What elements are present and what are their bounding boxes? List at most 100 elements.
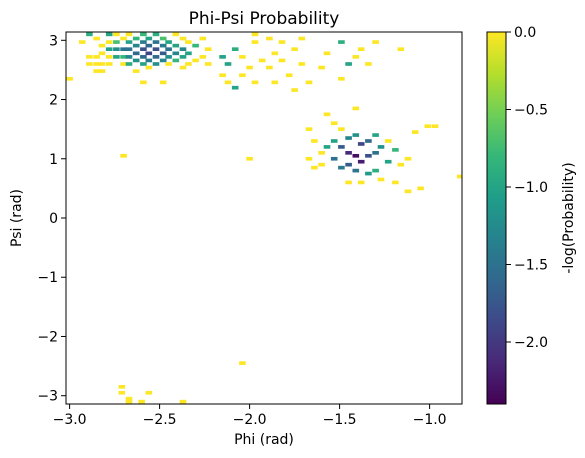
heatmap-cell [231, 85, 239, 90]
colorbar-tick-label: 0.0 [514, 25, 536, 41]
heatmap-cell [192, 58, 199, 63]
y-axis: −3 −2 −1 0 1 2 3 [37, 33, 66, 405]
x-tick-label: −2.0 [233, 412, 267, 428]
heatmap-cell [392, 148, 399, 152]
heatmap-cell [278, 40, 286, 44]
heatmap-cell [323, 112, 331, 117]
x-axis-label: Phi (rad) [234, 432, 294, 448]
heatmap-cell [98, 69, 106, 73]
heatmap-cell [456, 174, 462, 179]
heatmap-cell [224, 80, 232, 85]
heatmap-cell [152, 40, 160, 44]
heatmap-cell [345, 62, 352, 66]
heatmap-cell [152, 47, 160, 51]
heatmap-cell [140, 40, 147, 44]
heatmap-cell [219, 55, 226, 59]
heatmap-cell [219, 73, 226, 78]
heatmap-cell [125, 62, 133, 66]
heatmap-cell [159, 51, 167, 56]
heatmap-cell [120, 47, 127, 51]
heatmap-cell [140, 55, 147, 59]
heatmap-cell [199, 55, 207, 59]
heatmap-cell [185, 62, 192, 66]
y-tick-label: −3 [37, 389, 58, 405]
heatmap-cell [165, 40, 172, 44]
heatmap-cell [118, 385, 126, 389]
heatmap-cell [298, 36, 306, 41]
heatmap-cell [357, 159, 365, 164]
heatmap-cell [113, 40, 120, 44]
heatmap-cell [132, 51, 140, 56]
heatmap-cell [298, 62, 306, 66]
heatmap-cell [132, 36, 140, 41]
heatmap-cell [345, 162, 352, 167]
heatmap-cell [105, 40, 113, 44]
heatmap-cell [179, 36, 187, 41]
heatmap-cell [246, 65, 253, 70]
heatmap-cell [113, 55, 120, 59]
heatmap-cell [165, 62, 172, 66]
heatmap-cell [145, 390, 153, 395]
heatmap-cell [172, 32, 180, 37]
chart-title: Phi-Psi Probability [189, 9, 340, 29]
heatmap-cell [352, 133, 360, 137]
heatmap-cell [145, 36, 153, 41]
heatmap-cell [231, 47, 239, 51]
heatmap-cell [113, 32, 120, 37]
heatmap-cell [271, 51, 279, 56]
heatmap-cell [305, 127, 313, 131]
heatmap-cell [311, 165, 318, 170]
heatmap-cell [113, 47, 120, 51]
heatmap-cell [305, 80, 313, 85]
heatmap-cell [132, 43, 140, 48]
heatmap-cell [372, 151, 379, 155]
heatmap-cell [152, 55, 160, 59]
heatmap-cell [93, 62, 100, 66]
heatmap-cell [338, 40, 345, 44]
heatmap-cell [93, 36, 100, 41]
heatmap-cell [404, 156, 412, 161]
heatmap-cell [431, 124, 439, 129]
x-tick-label: −1.5 [323, 412, 357, 428]
heatmap-cell [145, 51, 153, 56]
heatmap-cell [118, 390, 126, 395]
heatmap-cell [125, 32, 133, 37]
colorbar-tick-label: −0.5 [514, 103, 548, 119]
heatmap-cell [239, 55, 246, 59]
x-tick-label: −3.0 [53, 412, 87, 428]
heatmap-cell [172, 43, 180, 48]
heatmap-cell [93, 55, 100, 59]
heatmap-cell [318, 162, 325, 167]
y-tick-label: −2 [37, 329, 58, 345]
heatmap-cell [159, 43, 167, 48]
heatmap-cell [204, 47, 212, 51]
y-tick-label: −1 [37, 270, 58, 286]
heatmap-cell [377, 177, 385, 182]
heatmap-cell [365, 62, 372, 66]
heatmap-cell [145, 58, 153, 63]
x-tick-label: −1.0 [413, 412, 447, 428]
x-axis: −3.0 −2.5 −2.0 −1.5 −1.0 [53, 404, 447, 428]
heatmap-cell [105, 47, 113, 51]
heatmap-cell [98, 62, 106, 66]
heatmap-cells [66, 32, 462, 404]
heatmap-cell [357, 142, 365, 146]
heatmap-cell [365, 139, 372, 143]
heatmap-cell [266, 36, 273, 41]
heatmap-cell [285, 73, 293, 78]
heatmap-cell [179, 65, 187, 70]
heatmap-cell [192, 43, 199, 48]
heatmap-cell [159, 80, 167, 85]
heatmap-cell [120, 36, 127, 41]
heatmap-cell [323, 145, 331, 149]
heatmap-cell [125, 396, 133, 401]
heatmap-cell [98, 43, 106, 48]
heatmap-cell [411, 130, 419, 134]
heatmap-cell [397, 162, 405, 167]
colorbar-label: -log(Probability) [561, 162, 577, 273]
heatmap-cell [330, 121, 338, 126]
heatmap-cell [384, 159, 392, 164]
heatmap-cell [165, 47, 172, 51]
heatmap-cell [352, 55, 360, 59]
heatmap-cell [66, 76, 73, 81]
